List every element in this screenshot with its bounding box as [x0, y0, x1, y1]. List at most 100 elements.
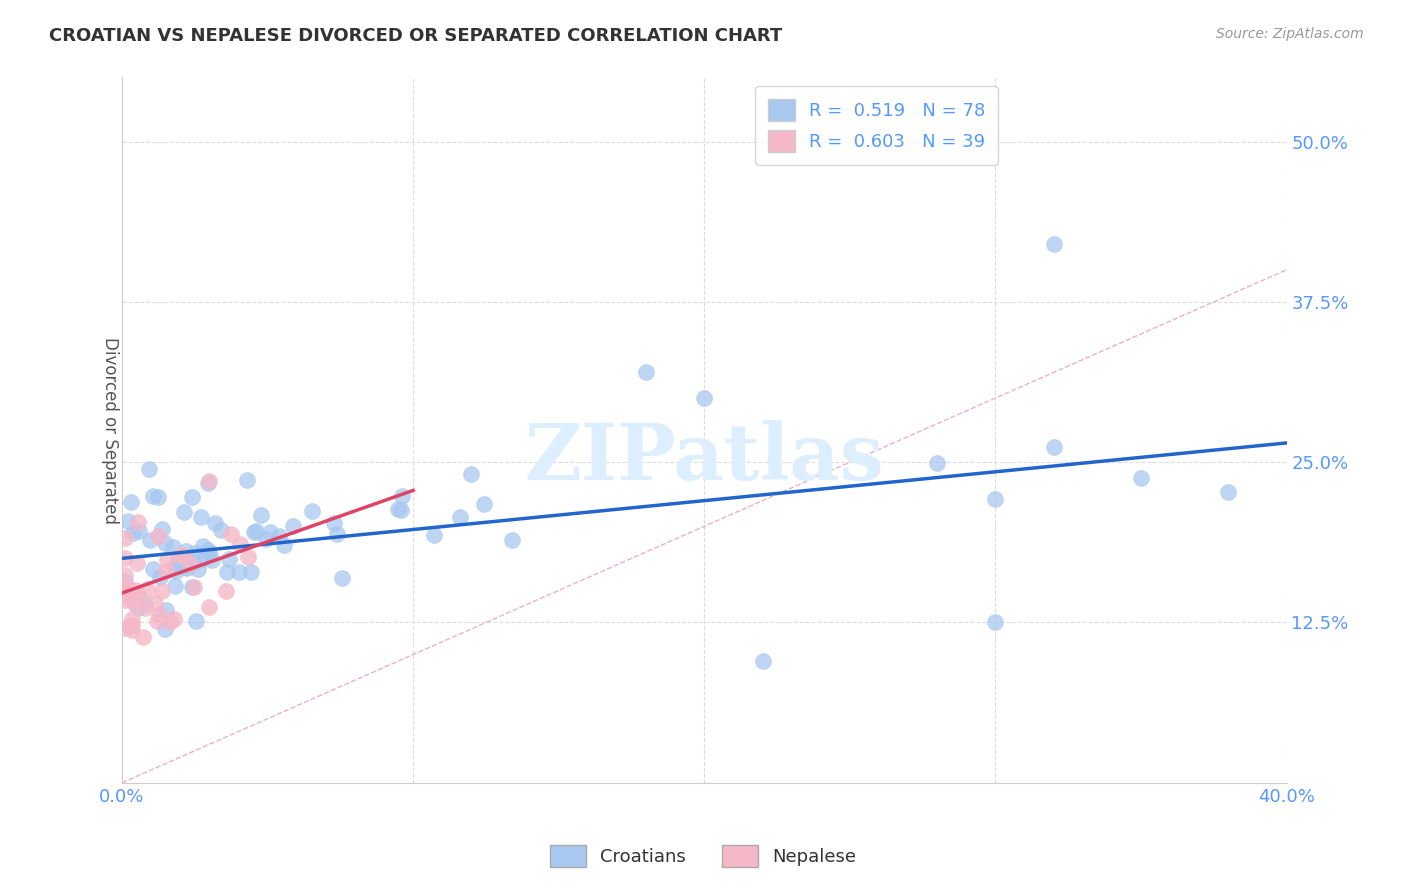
Point [391, 489, 413, 503]
Point [389, 502, 412, 516]
Point [460, 467, 482, 481]
Point [150, 522, 173, 536]
Point [198, 599, 221, 614]
Point [228, 565, 250, 579]
Point [128, 524, 150, 538]
Point [927, 456, 949, 470]
Point [148, 607, 170, 621]
Point [751, 654, 773, 668]
Point [184, 546, 207, 560]
Point [1130, 471, 1153, 485]
Point [127, 588, 149, 602]
Point [693, 391, 716, 405]
Point [120, 495, 142, 509]
Point [245, 524, 267, 538]
Point [387, 502, 409, 516]
Point [165, 564, 187, 578]
Point [174, 544, 197, 558]
Point [254, 532, 277, 546]
Point [183, 555, 205, 569]
Point [162, 541, 184, 555]
Point [153, 622, 176, 636]
Point [121, 623, 143, 637]
Point [215, 565, 238, 579]
Point [120, 592, 142, 607]
Point [191, 551, 214, 566]
Point [243, 525, 266, 540]
Point [169, 548, 191, 562]
Point [114, 621, 136, 635]
Text: Source: ZipAtlas.com: Source: ZipAtlas.com [1216, 27, 1364, 41]
Point [167, 553, 190, 567]
Point [150, 584, 173, 599]
Point [236, 473, 259, 487]
Point [219, 527, 242, 541]
Point [143, 596, 166, 610]
Point [984, 615, 1007, 630]
Point [186, 615, 208, 629]
Point [146, 529, 169, 543]
Point [330, 571, 353, 585]
Point [172, 548, 194, 562]
Point [636, 365, 658, 379]
Point [198, 475, 221, 489]
Point [127, 516, 149, 530]
Point [124, 582, 146, 597]
Point [149, 569, 172, 583]
Point [423, 528, 446, 542]
Point [153, 536, 176, 550]
Point [114, 574, 136, 588]
Point [474, 497, 496, 511]
Point [449, 509, 471, 524]
Point [114, 583, 136, 598]
Legend: Croatians, Nepalese: Croatians, Nepalese [543, 838, 863, 874]
Point [183, 581, 205, 595]
Point [148, 490, 170, 504]
Point [165, 579, 187, 593]
Point [218, 552, 240, 566]
Point [229, 537, 252, 551]
Point [141, 490, 163, 504]
Point [181, 490, 204, 504]
Point [236, 550, 259, 565]
Point [197, 475, 219, 490]
Point [1218, 484, 1240, 499]
Point [159, 615, 181, 629]
Point [127, 601, 149, 615]
Point [145, 614, 167, 628]
Point [197, 543, 219, 558]
Point [191, 539, 214, 553]
Point [187, 562, 209, 576]
Point [114, 579, 136, 593]
Point [201, 553, 224, 567]
Point [163, 612, 186, 626]
Point [325, 526, 347, 541]
Point [165, 559, 187, 574]
Point [139, 533, 162, 547]
Point [323, 516, 346, 530]
Point [239, 565, 262, 579]
Text: ZIPatlas: ZIPatlas [524, 420, 884, 496]
Point [114, 582, 136, 597]
Point [249, 508, 271, 522]
Point [114, 592, 136, 607]
Point [984, 492, 1007, 507]
Point [269, 529, 291, 543]
Point [281, 519, 304, 533]
Point [197, 546, 219, 560]
Point [114, 585, 136, 599]
Point [118, 619, 141, 633]
Point [501, 533, 523, 547]
Point [1042, 237, 1064, 252]
Point [114, 550, 136, 565]
Point [273, 538, 295, 552]
Point [125, 557, 148, 571]
Point [135, 582, 157, 596]
Point [259, 525, 281, 540]
Point [134, 601, 156, 615]
Point [142, 562, 165, 576]
Legend: R =  0.519   N = 78, R =  0.603   N = 39: R = 0.519 N = 78, R = 0.603 N = 39 [755, 87, 998, 165]
Point [209, 523, 232, 537]
Point [155, 602, 177, 616]
Y-axis label: Divorced or Separated: Divorced or Separated [101, 336, 120, 524]
